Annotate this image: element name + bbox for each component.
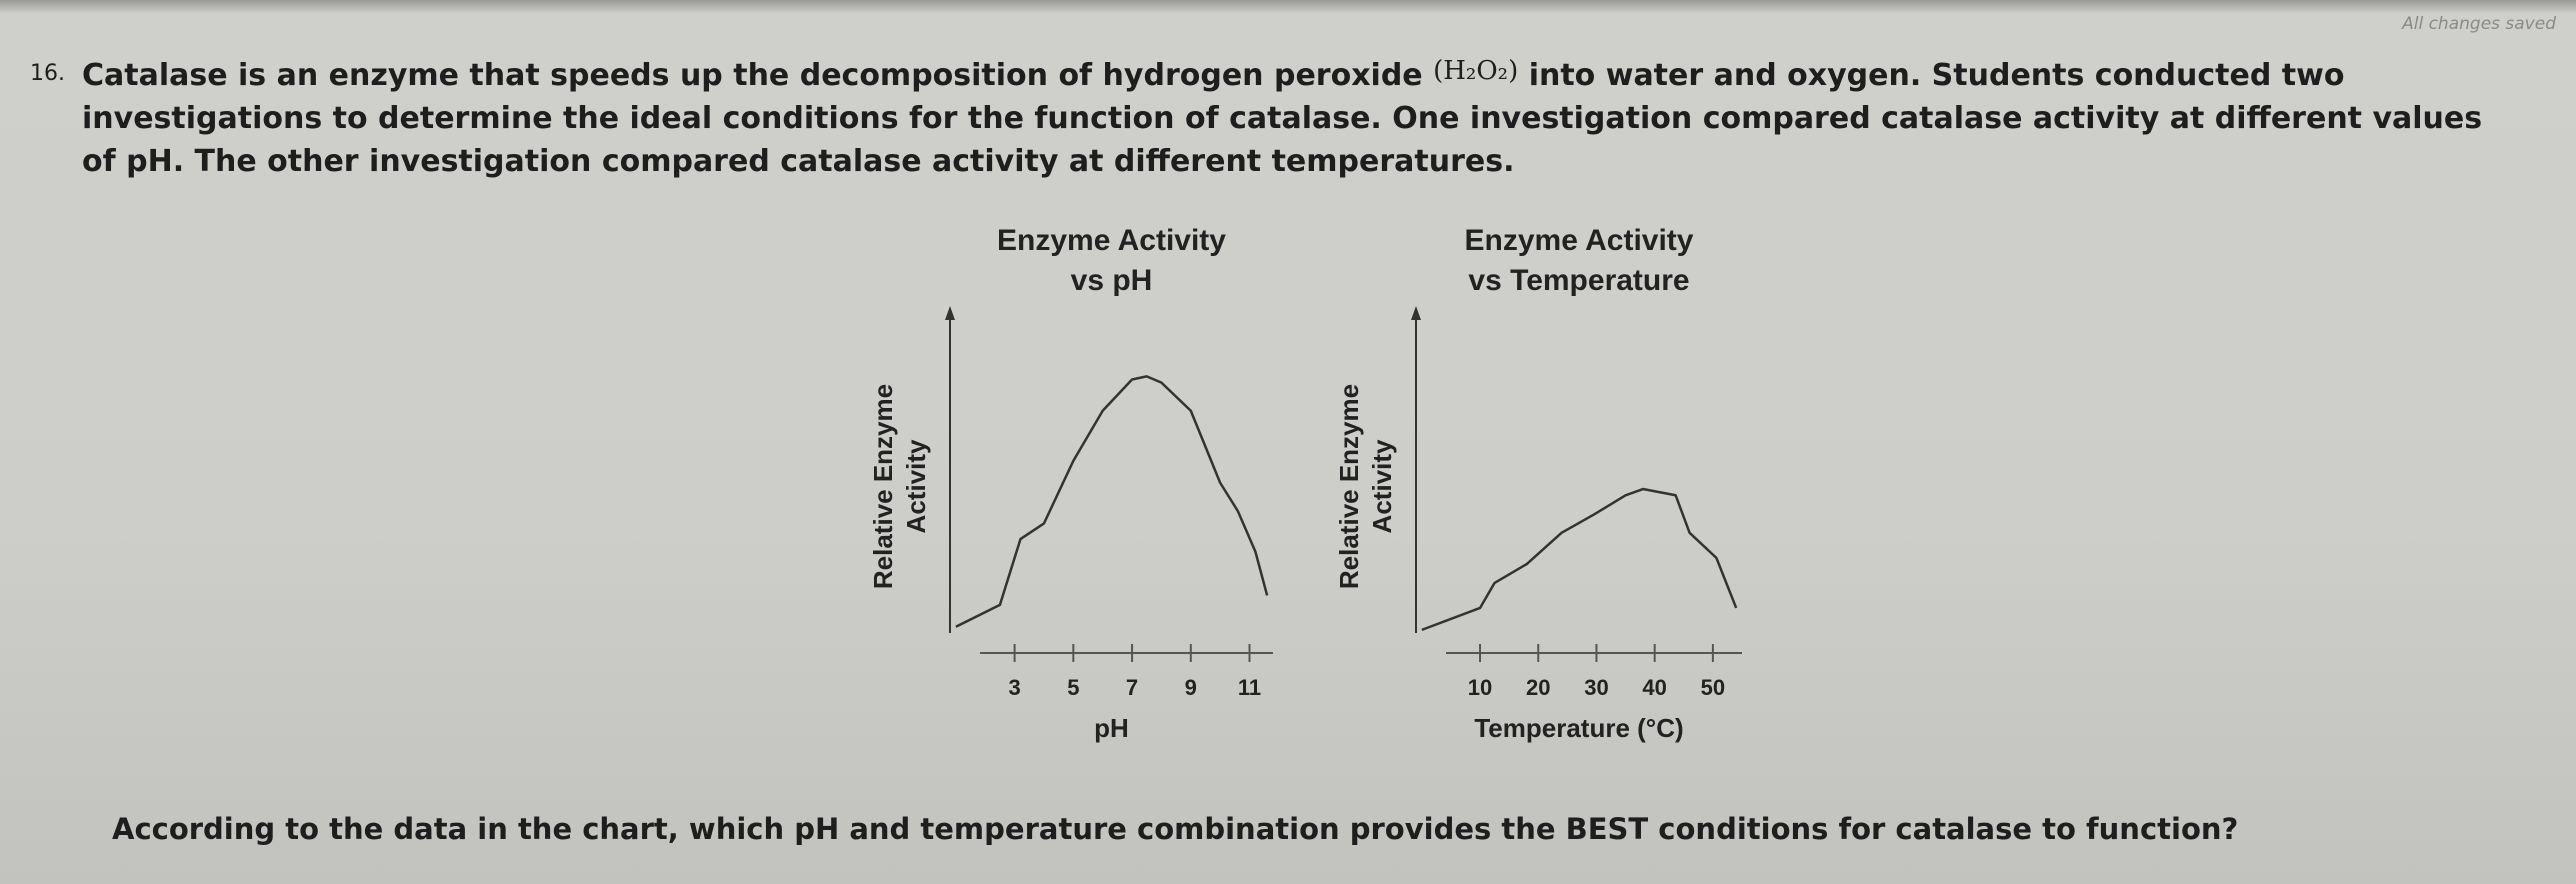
x-axis-label: Temperature (°C) (1474, 713, 1683, 743)
data-line (955, 375, 1269, 628)
question-text: Catalase is an enzyme that speeds up the… (82, 50, 2500, 183)
save-status: All changes saved (2402, 14, 2556, 34)
question-number: 16. (30, 61, 65, 86)
chart-title: Enzyme Activity (1465, 224, 1694, 257)
x-tick-label: 30 (1584, 675, 1608, 700)
x-tick-label: 50 (1701, 675, 1725, 700)
y-axis-arrow (945, 306, 955, 320)
y-axis-label: Relative Enzyme (868, 384, 898, 589)
prompt: According to the data in the chart, whic… (112, 812, 2239, 846)
y-axis-label: Relative Enzyme (1334, 384, 1364, 589)
y-axis-label: Activity (1367, 439, 1397, 533)
x-tick-label: 20 (1526, 675, 1550, 700)
chart-title: Enzyme Activity (997, 224, 1226, 257)
x-tick-label: 11 (1238, 675, 1261, 700)
y-axis-label: Activity (901, 439, 931, 533)
x-tick-label: 10 (1468, 675, 1492, 700)
question-text-part: into water and oxygen. Students conducte… (82, 58, 2483, 179)
x-tick-label: 40 (1642, 675, 1666, 700)
x-tick-label: 5 (1067, 675, 1079, 700)
chart-title: vs Temperature (1468, 264, 1689, 297)
question-text-part: Catalase is an enzyme that speeds up the… (82, 58, 1423, 93)
data-line (1421, 487, 1738, 632)
x-tick-label: 3 (1008, 675, 1020, 700)
question: 16. Catalase is an enzyme that speeds up… (30, 50, 2500, 183)
x-axis-label: pH (1094, 713, 1129, 743)
y-axis-arrow (1411, 306, 1421, 320)
chart-title: vs pH (1071, 264, 1153, 297)
x-tick-label: 9 (1185, 675, 1197, 700)
formula: (H₂O₂) (1433, 56, 1519, 86)
x-tick-label: 7 (1126, 675, 1138, 700)
